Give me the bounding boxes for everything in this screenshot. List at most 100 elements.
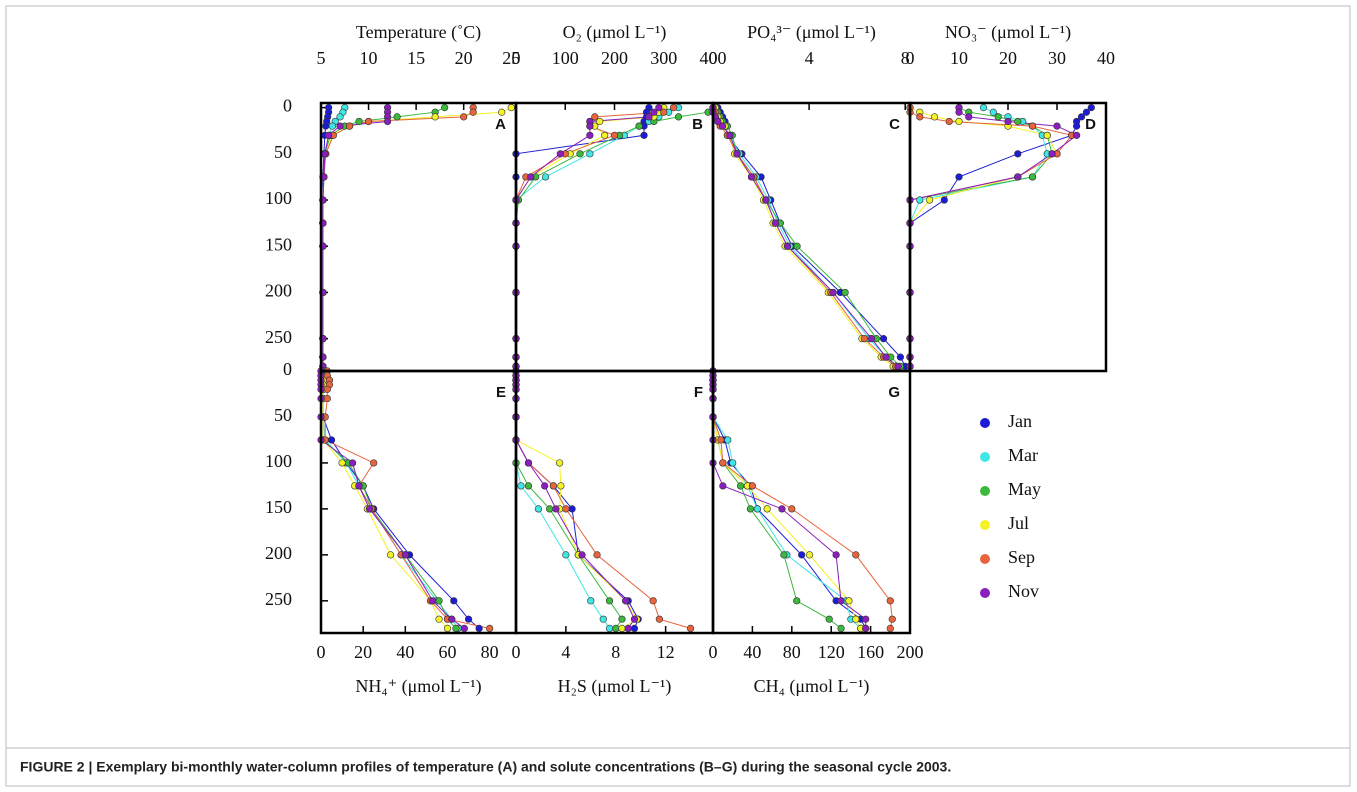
data-point — [322, 122, 330, 130]
data-point — [955, 173, 963, 181]
x-tick-label: 0 — [512, 642, 521, 662]
profile-line — [515, 371, 638, 629]
data-point — [1004, 117, 1012, 126]
data-point — [338, 459, 346, 467]
data-point — [945, 117, 953, 126]
data-point — [1087, 104, 1095, 112]
data-point — [323, 385, 331, 393]
x-tick-label: 20 — [354, 642, 372, 662]
data-point — [753, 505, 761, 513]
data-point — [635, 122, 643, 130]
x-tick-label: 30 — [1048, 48, 1066, 68]
data-point — [896, 353, 904, 361]
data-point — [1014, 150, 1022, 158]
x-tick-label: 5 — [317, 48, 326, 68]
x-tick-label: 20 — [999, 48, 1017, 68]
profile-line — [322, 107, 512, 367]
x-tick-label: 8 — [901, 48, 910, 68]
data-point — [989, 108, 997, 116]
x-axis-title: CH₄ (μmol L⁻¹) — [754, 676, 870, 697]
profile-line — [324, 371, 490, 629]
profile-line — [909, 107, 1048, 367]
x-tick-label: 0 — [512, 48, 521, 68]
legend-label: Sep — [1008, 547, 1035, 567]
profile-line — [712, 371, 867, 629]
data-point — [717, 436, 725, 444]
data-point — [599, 615, 607, 623]
data-point — [591, 113, 599, 121]
profile-line — [712, 107, 899, 367]
data-point — [798, 551, 806, 559]
data-point — [618, 624, 626, 633]
data-point — [783, 242, 792, 250]
data-point — [386, 551, 395, 559]
x-tick-label: 8 — [611, 642, 620, 662]
data-point — [549, 482, 558, 490]
data-point — [524, 459, 533, 467]
data-point — [498, 108, 506, 116]
data-point — [841, 288, 849, 297]
data-point — [1072, 131, 1081, 139]
profile-line — [322, 107, 445, 367]
data-point — [930, 113, 939, 121]
data-point — [486, 624, 494, 633]
data-point — [655, 615, 663, 623]
x-axis-title: NO₃⁻ (μmol L⁻¹) — [945, 22, 1071, 43]
y-tick-label: 0 — [283, 359, 292, 379]
data-point — [746, 505, 755, 513]
profile-line — [322, 371, 480, 629]
profile-line — [515, 107, 714, 367]
data-point — [829, 288, 837, 297]
data-point — [894, 362, 902, 370]
x-tick-label: 0 — [317, 642, 326, 662]
x-tick-label: 12 — [657, 642, 675, 662]
y-tick-label: 250 — [265, 327, 292, 347]
profile-line — [909, 107, 1058, 367]
data-point — [925, 196, 934, 204]
profile-line — [717, 107, 906, 367]
panel-frame — [514, 101, 715, 373]
data-point — [450, 597, 458, 605]
data-point — [719, 459, 727, 467]
data-point — [469, 108, 477, 116]
x-tick-label: 60 — [438, 642, 456, 662]
data-point — [771, 219, 780, 227]
data-point — [1028, 122, 1037, 130]
data-point — [435, 615, 443, 623]
x-tick-label: 40 — [396, 642, 414, 662]
data-point — [748, 482, 757, 490]
data-point — [325, 131, 333, 139]
legend-label: Jul — [1008, 513, 1029, 533]
data-point — [793, 242, 801, 250]
data-point — [435, 597, 443, 605]
profile-line — [515, 107, 650, 367]
profile-line — [712, 371, 862, 629]
data-point — [825, 615, 833, 623]
panel-frame — [319, 369, 518, 635]
data-point — [586, 131, 594, 139]
y-tick-label: 50 — [274, 405, 292, 425]
x-axis-title: PO₄³⁻ (μmol L⁻¹) — [747, 22, 876, 43]
profile-line — [515, 107, 679, 367]
data-point — [669, 104, 678, 112]
profile-line — [712, 371, 862, 629]
data-point — [401, 551, 409, 559]
x-axis-title: NH₄⁺ (μmol L⁻¹) — [355, 676, 481, 697]
data-point — [587, 597, 595, 605]
x-tick-label: 100 — [552, 48, 579, 68]
profile-line — [909, 107, 1073, 367]
legend-label: Jan — [1008, 411, 1032, 431]
x-tick-label: 160 — [857, 642, 884, 662]
data-point — [568, 505, 576, 513]
data-point — [345, 122, 354, 130]
data-point — [556, 150, 564, 158]
data-point — [916, 113, 924, 121]
data-point — [955, 108, 963, 116]
panel-label: D — [1085, 116, 1096, 133]
data-point — [724, 436, 732, 444]
data-point — [517, 482, 525, 490]
data-point — [328, 122, 337, 130]
data-point — [837, 624, 845, 633]
data-point — [1043, 131, 1051, 139]
data-point — [448, 615, 456, 623]
